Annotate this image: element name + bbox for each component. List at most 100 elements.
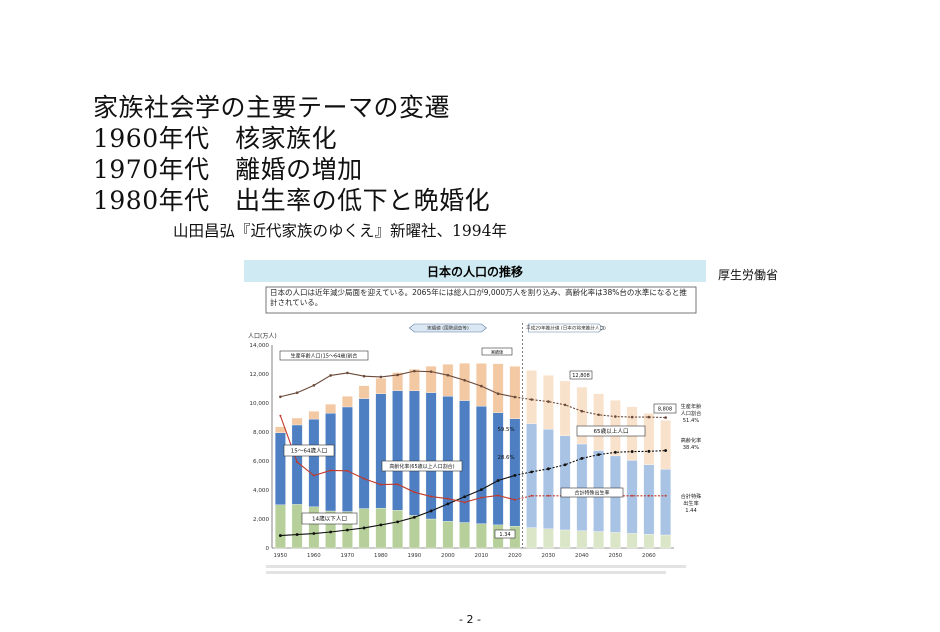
line-point <box>296 461 299 464</box>
line-point <box>497 494 500 497</box>
line-point <box>295 391 299 395</box>
line-point <box>379 483 382 486</box>
line-point <box>312 474 315 477</box>
pct-2020-aging: 28.6% <box>497 455 514 461</box>
theme: 出生率の低下と晩婚化 <box>235 186 491 215</box>
line-point <box>597 453 601 457</box>
line-projected <box>514 495 666 501</box>
line-point <box>496 392 500 396</box>
line-point <box>413 491 416 494</box>
bar-segment <box>409 390 420 516</box>
line-point <box>479 488 483 492</box>
line-point <box>379 375 383 379</box>
projected-label: 平成29年推計値 (日本の将来推計人口) <box>526 325 606 332</box>
bar-segment <box>459 522 470 549</box>
title-band <box>244 260 706 282</box>
y-axis-label: 人口(万人) <box>248 333 277 340</box>
bar-segment <box>375 393 387 509</box>
line-point <box>647 415 651 419</box>
right-aging-rate-line: 38.4% <box>683 445 700 451</box>
x-tick-label: 2020 <box>508 553 522 559</box>
x-tick-label: 1960 <box>307 553 321 559</box>
line-point <box>496 479 500 482</box>
y-axis: 0 2,000 4,000 6,000 8,000 10,000 12,000 14,000 <box>249 343 273 552</box>
page-number: - 2 - <box>459 613 481 626</box>
line-point <box>463 378 466 382</box>
right-working-ratio-line: 生産年齢 <box>681 402 703 410</box>
bar-segment <box>576 387 588 445</box>
bar-segment <box>626 533 638 549</box>
line-point <box>295 533 299 536</box>
bar-segment <box>509 418 521 527</box>
line-point <box>580 409 584 413</box>
line-point <box>530 398 533 401</box>
bar-segment <box>492 363 504 413</box>
bar-segment <box>593 393 604 451</box>
peak-label: 12,808 <box>572 373 590 379</box>
bar-segment <box>325 403 336 414</box>
tfr-label: 合計特殊出生率 <box>574 490 609 497</box>
line-point <box>614 415 617 418</box>
line-point <box>279 414 282 417</box>
bar-segment <box>526 527 537 549</box>
theme: 核家族化 <box>235 124 338 153</box>
bar-segment <box>308 411 320 420</box>
bar-segment <box>392 372 403 391</box>
line-point <box>329 469 332 472</box>
population-chart: 日本の人口の推移 日本の人口は近年減少局面を迎えている。2065年には総人口が9… <box>244 260 706 574</box>
bar-segment <box>425 365 437 393</box>
peak-label-box <box>569 370 593 380</box>
bar-segment <box>660 420 671 470</box>
right-tfr-line: 出生率 <box>683 499 699 507</box>
bar-segment <box>476 405 487 524</box>
line-point <box>563 403 567 407</box>
line-point <box>413 369 416 373</box>
age0-14-label-box <box>301 512 358 525</box>
line-point <box>312 532 316 535</box>
line-point <box>513 395 517 399</box>
bar-segment <box>425 518 437 549</box>
line-point <box>631 494 634 497</box>
line-point <box>329 530 333 534</box>
bar-segment <box>660 534 671 549</box>
population-chart-figure: 日本の人口の推移 日本の人口は近年減少局面を迎えている。2065年には総人口が9… <box>244 260 706 582</box>
pre-divider-tag-box <box>481 347 513 356</box>
y-tick-label: 0 <box>265 546 269 552</box>
total-2065-label-box <box>653 403 677 414</box>
bar-segment <box>643 464 655 535</box>
right-working-ratio-line: 51.4% <box>683 418 700 424</box>
y-tick-label: 4,000 <box>253 488 269 494</box>
bar-segment <box>291 504 303 549</box>
age65-label-box <box>576 425 646 437</box>
theme-row-1970: 1970年代 離婚の増加 <box>93 154 490 185</box>
decade: 1970年代 <box>93 155 210 184</box>
line-point <box>530 494 533 497</box>
line-point <box>279 395 282 399</box>
x-tick-label: 2030 <box>542 553 556 559</box>
line-point <box>513 474 517 477</box>
age15-64-label: 15〜64歳人口 <box>291 447 328 455</box>
note-text: 日本の人口は近年減少局面を迎えている。2065年には総人口が9,000万人を割り… <box>270 288 687 307</box>
total-2065-label: 8,808 <box>658 407 672 413</box>
line-point <box>346 371 349 375</box>
line-point <box>329 374 332 377</box>
working-age-ratio-label: 生産年齢人口(15〜64歳)割合 <box>291 353 358 360</box>
bar-segment <box>342 396 353 408</box>
bar-segment <box>291 417 303 426</box>
line-point <box>480 496 483 499</box>
bar-segment <box>559 435 571 531</box>
y-tick-label: 10,000 <box>249 401 269 407</box>
x-tick-label: 2040 <box>575 553 589 559</box>
line-point <box>664 449 668 452</box>
line-point <box>345 528 349 532</box>
y-tick-label: 14,000 <box>249 343 269 349</box>
bar-segment <box>392 390 403 511</box>
bar-segment <box>643 534 655 549</box>
bar-segment <box>643 413 655 465</box>
bar-segment <box>576 530 588 549</box>
x-tick-label: 1970 <box>341 553 355 559</box>
bar-segment <box>425 392 437 520</box>
line-point <box>429 509 433 513</box>
source-label: 厚生労働省 <box>718 268 779 282</box>
